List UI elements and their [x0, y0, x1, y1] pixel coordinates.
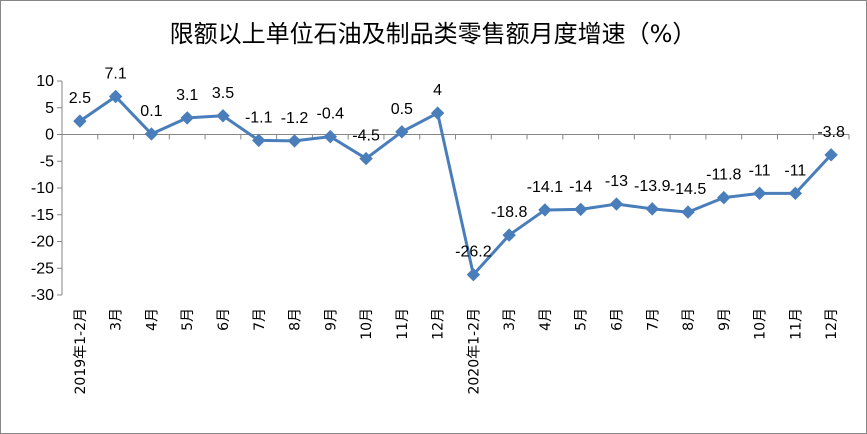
data-labels-group: 2.5 7.1 0.1 3.1 3.5 -1.1 -1.2 -0.4 -4.5 0.5 4 -26.2… — [69, 66, 845, 261]
x-tick-label: 5月 — [574, 308, 590, 331]
y-tick-label: 0 — [45, 127, 54, 144]
data-point — [645, 202, 659, 216]
data-label: -26.2 — [455, 244, 492, 261]
data-label: -11 — [749, 162, 771, 179]
x-tick-label: 4月 — [538, 308, 554, 331]
data-label: -11.8 — [706, 167, 741, 184]
series-line — [79, 95, 833, 277]
y-tick-label: 5 — [45, 100, 54, 117]
data-label: -14.1 — [527, 179, 564, 196]
data-point — [681, 205, 695, 219]
data-point — [752, 186, 767, 201]
data-label: 3.5 — [212, 85, 234, 102]
data-point — [287, 134, 302, 148]
data-label: -4.5 — [352, 128, 380, 145]
markers-group — [73, 89, 838, 282]
y-tick-label: -10 — [31, 180, 54, 197]
data-point — [573, 202, 588, 217]
x-tick-label: 10月 — [753, 308, 769, 340]
data-point — [466, 267, 481, 282]
data-label: -3.8 — [817, 124, 845, 141]
data-point — [108, 89, 123, 104]
data-point — [502, 228, 516, 242]
x-tick-label: 9月 — [717, 308, 733, 331]
data-label: -18.8 — [491, 204, 528, 221]
data-label: 4 — [433, 82, 442, 99]
x-tick-label: 12月 — [431, 308, 447, 340]
data-point — [252, 133, 266, 148]
x-tick-label: 2020年1-2月 — [466, 308, 482, 395]
x-tick-label: 5月 — [180, 308, 196, 331]
data-point — [323, 129, 338, 144]
data-point — [609, 197, 624, 211]
y-tick-label: -15 — [31, 207, 54, 224]
chart-title: 限额以上单位石油及制品类零售额月度增速（%） — [170, 20, 697, 48]
data-point — [824, 148, 838, 162]
data-label: 2.5 — [69, 90, 91, 107]
x-tick-label: 6月 — [216, 308, 232, 331]
data-label: 0.1 — [140, 103, 162, 120]
data-point — [73, 114, 87, 128]
data-label: -11 — [784, 162, 806, 179]
x-tick-label: 2019年1-2月 — [73, 308, 89, 395]
axes: 10 5 0 -5 -10 -15 -20 -25 -30 2019年1-2月 3月 4月 5月 6月 7月… — [31, 73, 850, 395]
x-tick-label: 11月 — [395, 308, 411, 340]
y-tick-label: 10 — [36, 73, 54, 90]
data-label: -1.2 — [281, 110, 309, 127]
y-tick-label: -30 — [31, 287, 54, 304]
data-point — [430, 106, 445, 120]
data-label: -0.4 — [317, 106, 345, 123]
x-tick-label: 6月 — [609, 308, 625, 331]
data-label: -13 — [605, 173, 628, 190]
x-tick-label: 7月 — [252, 308, 268, 331]
x-tick-label: 8月 — [288, 308, 304, 331]
x-tick-label: 9月 — [323, 308, 339, 331]
data-label: 0.5 — [391, 101, 413, 118]
x-tick-label: 7月 — [645, 308, 661, 331]
data-point — [180, 111, 194, 125]
data-label: -14 — [569, 178, 592, 195]
x-tick-label: 8月 — [681, 308, 697, 331]
x-tick-label: 3月 — [502, 308, 518, 331]
y-tick-label: -25 — [31, 260, 54, 277]
data-point — [395, 125, 409, 139]
data-point — [717, 190, 731, 205]
data-point — [144, 127, 159, 141]
data-label: -13.9 — [634, 178, 671, 195]
y-tick-label: -20 — [31, 234, 54, 251]
x-tick-label: 3月 — [109, 308, 125, 331]
x-tick-label: 10月 — [359, 308, 375, 340]
series-line-group — [79, 95, 833, 277]
data-point — [216, 109, 230, 123]
data-label: -1.1 — [245, 109, 273, 126]
data-label: -14.5 — [670, 181, 707, 198]
data-point — [788, 186, 803, 201]
y-tick-label: -5 — [40, 153, 54, 170]
x-tick-label: 11月 — [788, 308, 804, 340]
data-point — [538, 203, 552, 217]
data-label: 7.1 — [105, 66, 127, 83]
data-point — [359, 151, 373, 166]
data-label: 3.1 — [176, 87, 198, 104]
x-tick-label: 4月 — [144, 308, 160, 331]
x-tick-label: 12月 — [824, 308, 840, 340]
